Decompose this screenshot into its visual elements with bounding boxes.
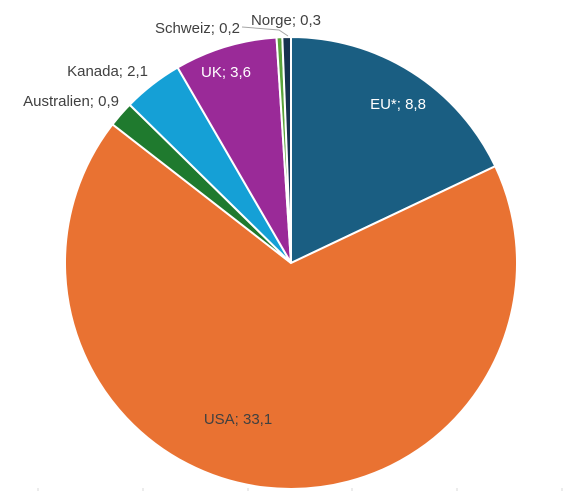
data-label-usa: USA; 33,1 <box>204 411 272 428</box>
data-label-norge: Norge; 0,3 <box>251 12 321 29</box>
data-label-uk: UK; 3,6 <box>201 64 251 81</box>
data-label-kanada: Kanada; 2,1 <box>67 63 148 80</box>
data-label-eu: EU*; 8,8 <box>370 96 426 113</box>
pie-slices <box>64 35 518 490</box>
data-label-australien: Australien; 0,9 <box>23 93 119 110</box>
leader-line-schweiz <box>241 26 289 37</box>
pie-slice-norge <box>281 35 292 264</box>
pie-slice-eu <box>290 35 497 265</box>
data-label-schweiz: Schweiz; 0,2 <box>155 20 240 37</box>
pie-slice-usa <box>64 122 518 490</box>
pie-slice-uk <box>176 36 292 264</box>
